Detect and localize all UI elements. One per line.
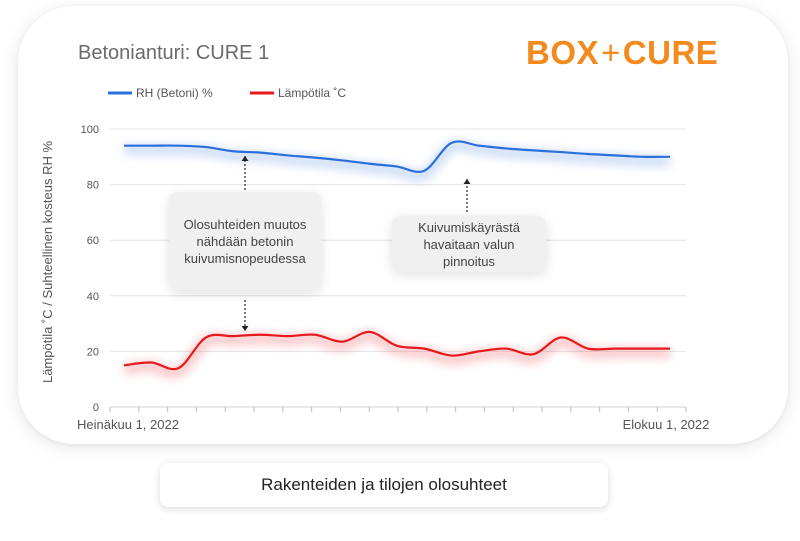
y-tick-label-100: 100 [81,124,99,136]
y-tick-label-40: 40 [87,291,99,303]
x-axis: Heinäkuu 1, 2022 Elokuu 1, 2022 [77,407,709,432]
box-cure-logo: BOX+CURE [526,34,718,72]
series-line-1 [123,330,670,371]
annotation-drying-rate: Olosuhteiden muutos nähdään betonin kuiv… [169,192,321,290]
y-tick-label-0: 0 [93,402,99,414]
legend-label-0: RH (Betoni) % [136,86,213,100]
series-glow-0 [124,140,671,181]
x-tick-label-start: Heinäkuu 1, 2022 [77,417,179,432]
logo-plus: + [601,34,621,71]
chart-title: Betonianturi: CURE 1 [78,42,270,64]
caption-text: Rakenteiden ja tilojen olosuhteet [261,475,507,494]
annotation-drying-rate-text: Olosuhteiden muutos nähdään betonin kuiv… [183,216,307,266]
legend-label-1: Lämpötila ˚C [278,86,346,100]
y-tick-label-20: 20 [87,346,99,358]
y-tick-labels: 0 20 40 60 80 100 [81,124,99,414]
series-lines [123,140,671,378]
series-glow-1 [123,331,670,378]
annotation-arrow-up-1-head [241,156,249,161]
y-axis-label: Lämpötila ˚C / Suhteellinen kosteus RH % [40,141,55,384]
x-tick-label-end: Elokuu 1, 2022 [623,417,710,432]
annotation-arrow-down-1-head [241,326,249,331]
y-tick-label-80: 80 [87,180,99,192]
legend: RH (Betoni) % Lämpötila ˚C [108,86,346,100]
logo-text-cure: CURE [622,34,719,71]
logo-text-box: BOX [526,34,600,71]
annotation-arrow-up-2-head [463,179,471,184]
y-tick-label-60: 60 [87,235,99,247]
annotation-coating-text: Kuivumiskäyrästä havaitaan valun pinnoit… [418,219,520,269]
annotation-arrows [241,156,471,331]
caption-box: Rakenteiden ja tilojen olosuhteet [160,463,608,507]
series-line-0 [124,140,671,173]
annotation-coating: Kuivumiskäyrästä havaitaan valun pinnoit… [392,216,546,272]
